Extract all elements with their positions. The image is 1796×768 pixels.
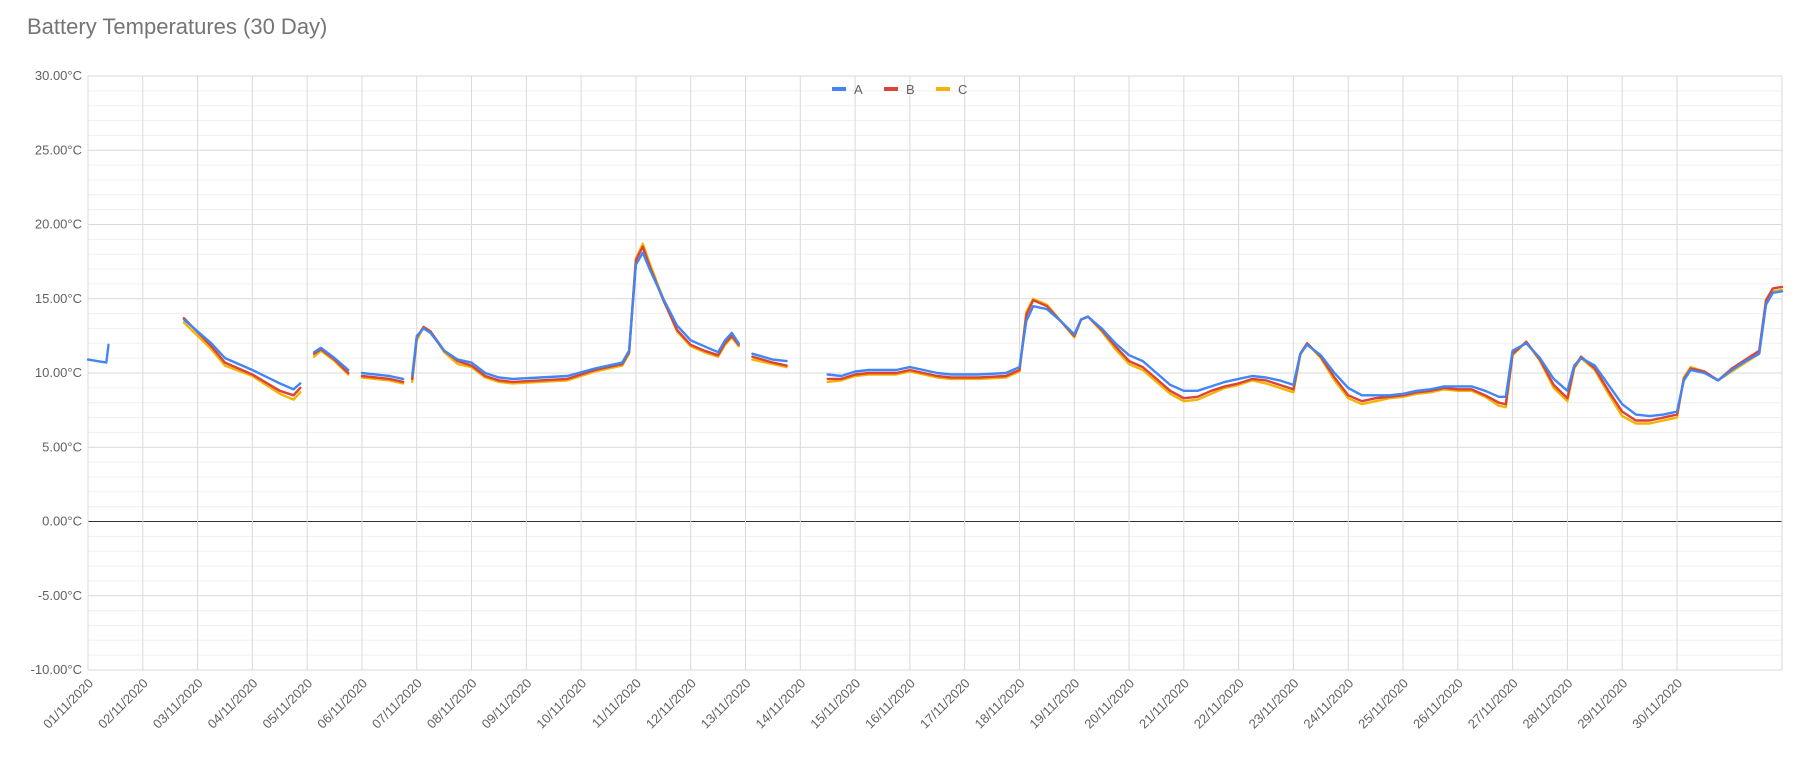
- chart-title: Battery Temperatures (30 Day): [27, 14, 328, 39]
- y-tick-label: 30.00°C: [35, 68, 82, 83]
- x-tick-label: 09/11/2020: [479, 676, 535, 732]
- minor-gridlines: [88, 90, 1782, 656]
- legend-swatch-b: [884, 87, 898, 91]
- series-line-a: [751, 352, 788, 363]
- x-tick-label: 21/11/2020: [1136, 676, 1192, 732]
- x-tick-label: 04/11/2020: [205, 676, 261, 732]
- y-tick-label: 5.00°C: [42, 439, 82, 454]
- x-tick-label: 05/11/2020: [259, 676, 315, 732]
- series-line-b: [826, 285, 1784, 422]
- x-tick-label: 27/11/2020: [1465, 676, 1521, 732]
- legend-label-b[interactable]: B: [906, 82, 915, 97]
- x-tick-label: 01/11/2020: [40, 676, 96, 732]
- x-tick-label: 14/11/2020: [752, 676, 808, 732]
- x-tick-label: 22/11/2020: [1191, 676, 1247, 732]
- series-line-a: [86, 343, 110, 364]
- y-tick-label: 10.00°C: [35, 365, 82, 380]
- x-tick-label: 29/11/2020: [1574, 676, 1630, 732]
- series-line-a: [312, 346, 350, 372]
- series-line-b: [411, 245, 740, 384]
- series-line-c: [826, 288, 1784, 425]
- x-tick-label: 08/11/2020: [424, 676, 480, 732]
- x-axis-ticks: 01/11/202002/11/202003/11/202004/11/2020…: [40, 676, 1685, 732]
- x-tick-label: 30/11/2020: [1629, 676, 1685, 732]
- x-tick-label: 24/11/2020: [1300, 676, 1356, 732]
- x-tick-label: 07/11/2020: [369, 676, 425, 732]
- series-line-a: [826, 290, 1784, 418]
- legend-swatch-a: [832, 87, 846, 91]
- legend[interactable]: A B C: [832, 82, 967, 97]
- series-line-b: [751, 355, 788, 367]
- y-tick-label: -5.00°C: [38, 588, 82, 603]
- series-line-a: [411, 251, 740, 381]
- legend-label-c[interactable]: C: [958, 82, 967, 97]
- x-tick-label: 10/11/2020: [533, 676, 589, 732]
- y-tick-label: 15.00°C: [35, 291, 82, 306]
- legend-label-a[interactable]: A: [854, 82, 863, 97]
- series-line-c: [751, 358, 788, 369]
- x-tick-label: 17/11/2020: [917, 676, 973, 732]
- x-tick-label: 25/11/2020: [1355, 676, 1411, 732]
- series-line-a: [182, 318, 302, 391]
- x-tick-label: 15/11/2020: [807, 676, 863, 732]
- x-tick-label: 11/11/2020: [589, 676, 644, 731]
- x-tick-label: 18/11/2020: [972, 676, 1028, 732]
- series-lines: [86, 242, 1784, 425]
- y-tick-label: 20.00°C: [35, 217, 82, 232]
- x-tick-label: 12/11/2020: [643, 676, 699, 732]
- y-tick-label: 25.00°C: [35, 142, 82, 157]
- series-line-c: [411, 242, 740, 385]
- series-line-c: [360, 376, 405, 385]
- x-tick-label: 06/11/2020: [314, 676, 370, 732]
- x-tick-label: 02/11/2020: [95, 676, 151, 732]
- series-line-c: [182, 321, 302, 401]
- x-tick-label: 26/11/2020: [1410, 676, 1466, 732]
- x-tick-label: 20/11/2020: [1081, 676, 1137, 732]
- y-tick-label: 0.00°C: [42, 514, 82, 529]
- series-line-b: [360, 374, 405, 384]
- x-tick-label: 03/11/2020: [150, 676, 206, 732]
- x-tick-label: 13/11/2020: [698, 676, 754, 732]
- y-axis-ticks: 30.00°C 25.00°C 20.00°C 15.00°C 10.00°C 5.00°…: [31, 68, 82, 677]
- major-gridlines: [87, 75, 1783, 671]
- x-tick-label: 16/11/2020: [862, 676, 918, 732]
- x-tick-label: 19/11/2020: [1026, 676, 1082, 732]
- series-line-b: [182, 316, 302, 397]
- legend-swatch-c: [936, 87, 950, 91]
- series-line-a: [360, 371, 405, 381]
- y-tick-label: -10.00°C: [31, 662, 82, 677]
- x-tick-label: 28/11/2020: [1520, 676, 1576, 732]
- x-tick-label: 23/11/2020: [1246, 676, 1302, 732]
